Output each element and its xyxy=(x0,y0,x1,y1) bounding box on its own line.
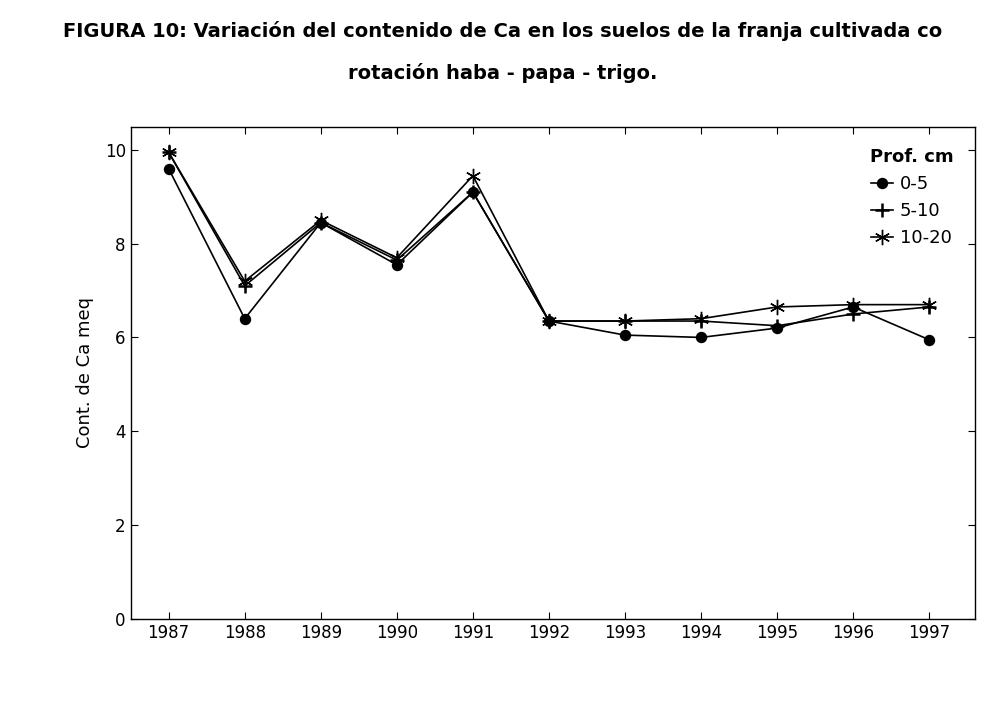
Line: 10-20: 10-20 xyxy=(161,145,937,329)
5-10 xyxy=(467,188,479,196)
5-10 xyxy=(695,317,708,325)
10-20 xyxy=(924,300,936,309)
5-10 xyxy=(239,282,251,290)
5-10 xyxy=(771,321,783,330)
0-5 xyxy=(924,335,936,344)
10-20 xyxy=(619,317,631,325)
Line: 5-10: 5-10 xyxy=(162,146,937,333)
10-20 xyxy=(771,303,783,311)
Y-axis label: Cont. de Ca meq: Cont. de Ca meq xyxy=(75,297,93,448)
0-5 xyxy=(315,219,327,227)
0-5 xyxy=(771,324,783,333)
Line: 0-5: 0-5 xyxy=(164,164,934,344)
0-5 xyxy=(619,331,631,340)
0-5 xyxy=(543,317,555,325)
0-5 xyxy=(847,303,859,311)
10-20 xyxy=(847,300,859,309)
5-10 xyxy=(543,317,555,325)
0-5 xyxy=(163,165,175,173)
5-10 xyxy=(163,148,175,157)
10-20 xyxy=(239,277,251,285)
10-20 xyxy=(163,148,175,157)
10-20 xyxy=(315,216,327,224)
5-10 xyxy=(391,256,403,264)
5-10 xyxy=(924,303,936,311)
10-20 xyxy=(391,254,403,262)
0-5 xyxy=(467,188,479,196)
0-5 xyxy=(391,261,403,269)
10-20 xyxy=(467,172,479,180)
Legend: 0-5, 5-10, 10-20: 0-5, 5-10, 10-20 xyxy=(862,141,961,254)
10-20 xyxy=(695,314,708,323)
5-10 xyxy=(315,219,327,227)
0-5 xyxy=(239,314,251,323)
Text: rotación haba - papa - trigo.: rotación haba - papa - trigo. xyxy=(348,63,657,83)
5-10 xyxy=(847,310,859,318)
10-20 xyxy=(543,317,555,325)
0-5 xyxy=(695,333,708,342)
5-10 xyxy=(619,317,631,325)
Text: FIGURA 10: Variación del contenido de Ca en los suelos de la franja cultivada co: FIGURA 10: Variación del contenido de Ca… xyxy=(63,21,942,41)
